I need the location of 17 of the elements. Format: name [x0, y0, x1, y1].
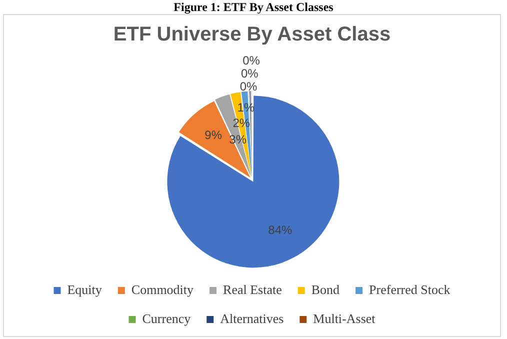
legend-label: Multi-Asset — [313, 310, 376, 326]
legend-label: Bond — [311, 282, 340, 297]
legend-label: Alternatives — [220, 310, 284, 326]
legend-label: Commodity — [131, 282, 194, 297]
legend-label: Preferred Stock — [369, 282, 451, 297]
legend-label: Equity — [67, 282, 102, 297]
data-label: 0% — [241, 66, 259, 80]
data-label: 9% — [204, 128, 222, 142]
caption: Figure 1: ETF By Asset Classes — [154, 0, 354, 14]
data-label: 84% — [268, 223, 292, 238]
data-label: 0% — [242, 53, 260, 68]
legend-label: Real Estate — [223, 282, 282, 297]
data-label: 2% — [232, 116, 250, 130]
data-label: 0% — [240, 79, 258, 94]
chart-title: ETF Universe By Asset Class — [113, 24, 391, 46]
legend-label: Currency — [142, 310, 192, 326]
data-label: 1% — [237, 100, 255, 114]
